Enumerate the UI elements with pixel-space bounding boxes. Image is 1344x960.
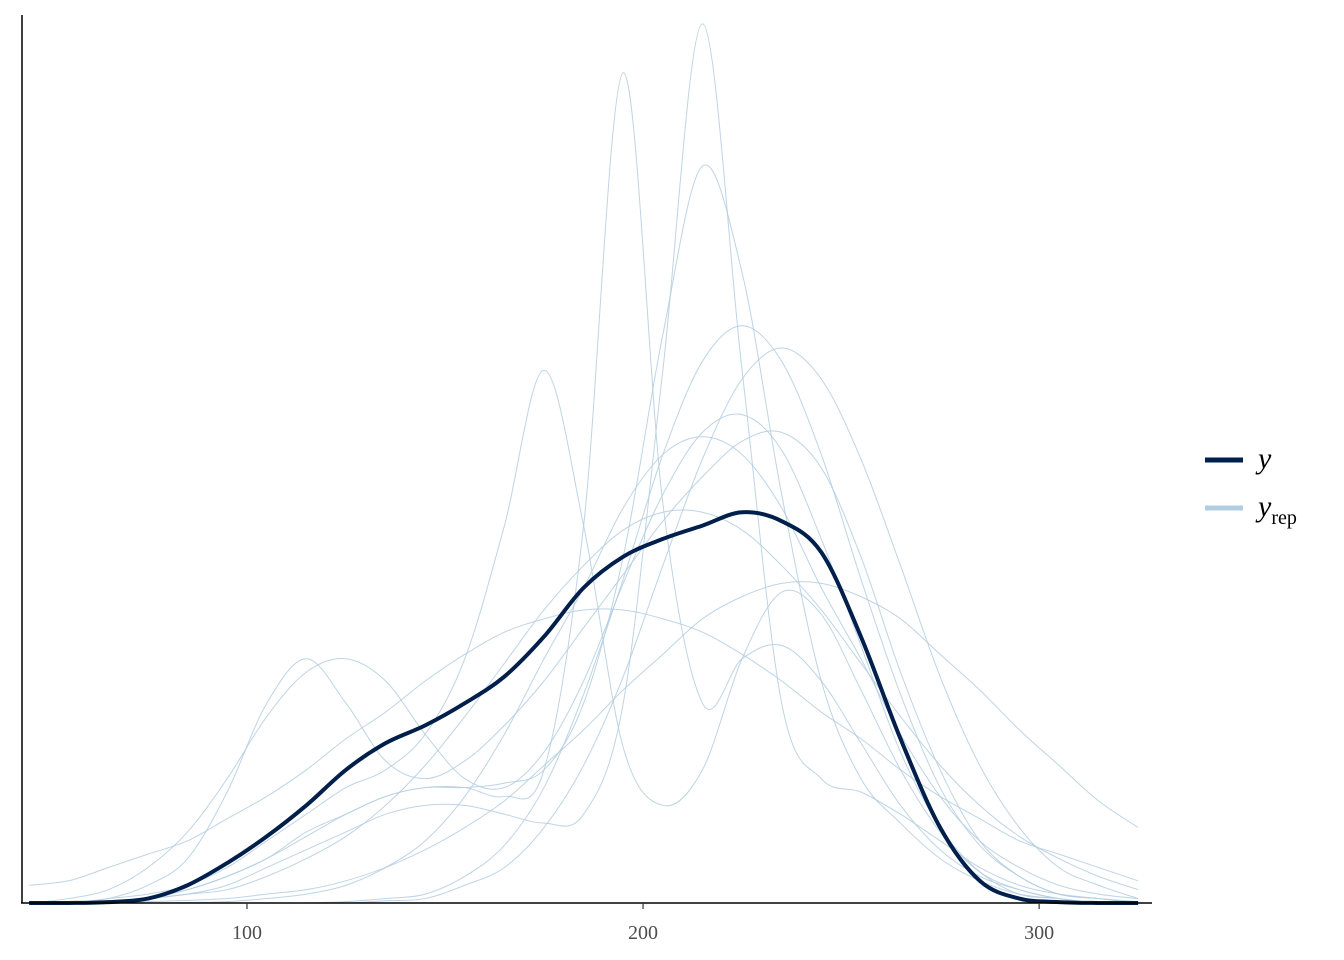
replicate-density — [29, 430, 1139, 904]
legend-label: yrep — [1255, 490, 1297, 529]
replicate-density — [29, 347, 1139, 904]
x-axis: 100 200 300 — [232, 903, 1054, 944]
legend-name: y — [1255, 442, 1272, 475]
x-tick-label: 200 — [628, 922, 658, 944]
replicate-density — [29, 509, 1139, 904]
observed-line — [29, 510, 1139, 905]
legend-subscript: rep — [1271, 507, 1297, 529]
legend-name: y — [1255, 490, 1272, 523]
x-tick-label: 100 — [232, 922, 262, 944]
replicate-density — [29, 369, 1139, 904]
replicate-density — [29, 164, 1139, 904]
replicate-density — [29, 23, 1139, 904]
replicate-density — [29, 325, 1139, 904]
x-tick-label: 300 — [1024, 922, 1054, 944]
replicate-density — [29, 436, 1139, 904]
observed-density — [29, 510, 1139, 905]
replicate-lines — [29, 23, 1139, 904]
replicate-density — [29, 608, 1139, 886]
replicate-density — [29, 581, 1139, 904]
replicate-density — [29, 72, 1139, 904]
legend-label: y — [1255, 442, 1272, 475]
